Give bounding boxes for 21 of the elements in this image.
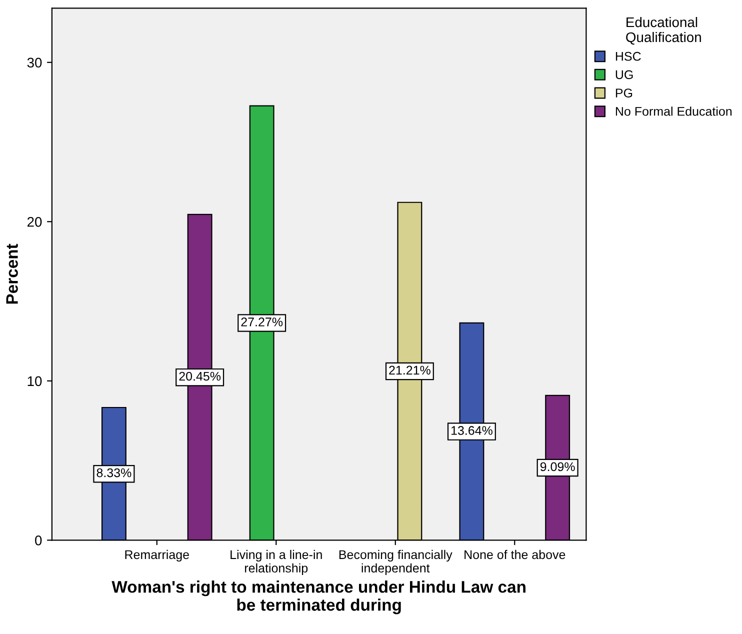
data-label: 20.45% <box>179 372 221 381</box>
x-axis-title: Woman's right to maintenance under Hindu Law can be terminated during <box>112 580 526 614</box>
x-tick-label: Becoming financially independent <box>339 550 452 576</box>
data-label: 13.64% <box>451 426 492 435</box>
x-tick-label: Living in a line-in relationship <box>230 550 322 576</box>
data-label: 9.09% <box>540 462 575 472</box>
legend-label: No Formal Education <box>616 106 732 116</box>
legend-label: PG <box>616 88 632 98</box>
data-label: 21.21% <box>389 366 430 375</box>
legend-label: HSC <box>616 52 641 61</box>
legend-label: UG <box>616 70 633 80</box>
y-tick-label: 0 <box>35 536 42 546</box>
y-tick-label: 30 <box>27 58 42 68</box>
data-label: 27.27% <box>241 318 283 326</box>
x-tick-label: None of the above <box>464 550 566 560</box>
y-tick-label: 10 <box>28 376 42 386</box>
data-label: 8.33% <box>96 468 132 478</box>
legend-title: Educational Qualification <box>626 16 701 45</box>
y-tick-label: 20 <box>27 216 42 227</box>
x-tick-label: Remarriage <box>125 550 189 562</box>
y-axis-title: Percent <box>6 244 18 304</box>
